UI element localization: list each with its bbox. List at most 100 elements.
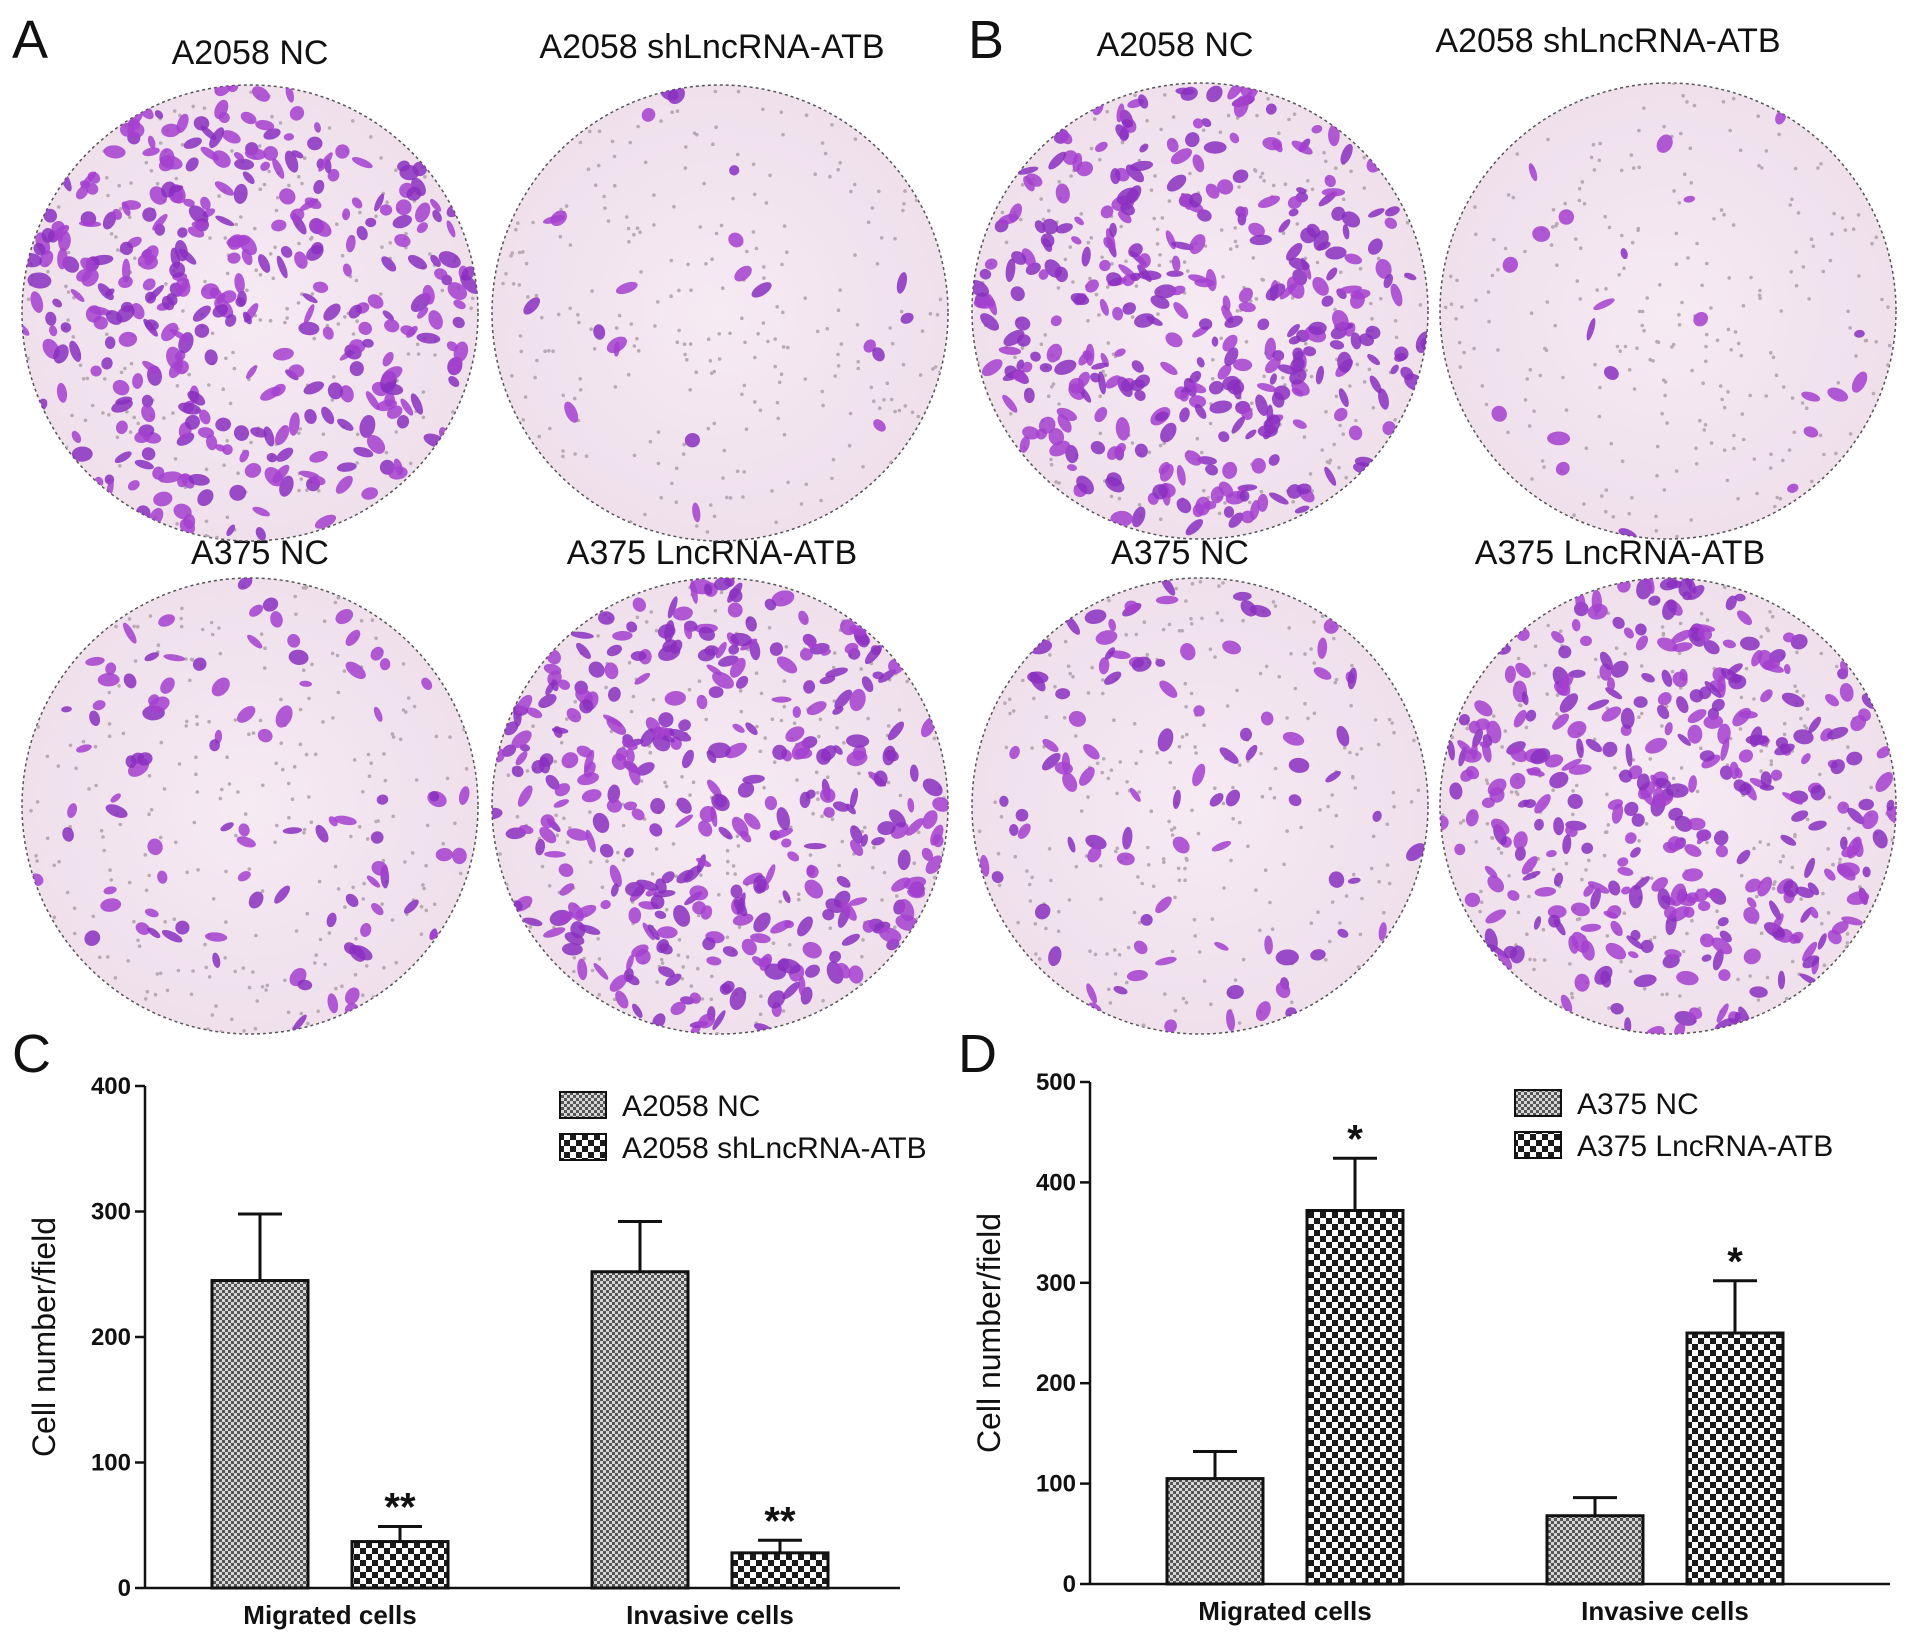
membrane-pore [1349, 169, 1353, 174]
membrane-pore [1777, 132, 1781, 137]
membrane-pore [221, 387, 225, 392]
membrane-pore [830, 817, 835, 822]
stained-cell [1384, 206, 1400, 217]
stained-cell [1802, 955, 1820, 969]
membrane-pore [1651, 359, 1655, 363]
membrane-pore [1159, 127, 1163, 132]
membrane-pore [1826, 911, 1831, 915]
membrane-pore [1857, 274, 1861, 278]
stained-cell [175, 920, 190, 935]
stained-cell [90, 365, 102, 377]
membrane-pore [327, 931, 332, 935]
stained-cell [1171, 255, 1181, 272]
membrane-pore [1799, 716, 1803, 721]
panel-letter-a: A [12, 10, 48, 70]
membrane-pore [1180, 628, 1184, 633]
membrane-pore [1555, 693, 1560, 697]
membrane-pore [1369, 301, 1373, 306]
membrane-pore [861, 465, 865, 469]
membrane-pore [1652, 935, 1657, 940]
membrane-pore [1210, 377, 1215, 381]
membrane-pore [1455, 278, 1459, 283]
category-label: Migrated cells [1198, 1596, 1371, 1626]
membrane-pore [588, 129, 592, 134]
membrane-pore [572, 396, 577, 401]
membrane-pore [209, 620, 214, 625]
membrane-pore [1201, 128, 1206, 132]
membrane-pore [1637, 165, 1641, 170]
stained-cell [345, 661, 366, 679]
membrane-pore [578, 388, 583, 392]
membrane-pore [1465, 726, 1469, 731]
membrane-pore [684, 145, 688, 149]
membrane-pore [302, 830, 306, 835]
stained-cell [1851, 371, 1868, 393]
membrane-pore [162, 787, 167, 791]
stained-cell [1328, 124, 1340, 147]
membrane-pore [390, 918, 395, 922]
membrane-pore [758, 408, 763, 413]
membrane-pore [203, 279, 207, 284]
membrane-pore [29, 809, 33, 813]
membrane-pore [1299, 825, 1303, 830]
membrane-pore [751, 230, 756, 234]
membrane-pore [1615, 344, 1620, 349]
membrane-pore [1056, 929, 1061, 934]
membrane-pore [999, 815, 1004, 819]
stained-cell [1686, 892, 1700, 904]
stained-cell [1106, 472, 1122, 487]
bar [210, 1279, 310, 1590]
membrane-pore [655, 980, 659, 984]
stained-cell [798, 610, 809, 625]
stained-cell [1704, 681, 1722, 698]
stained-cell [1311, 124, 1323, 134]
membrane-pore [1671, 776, 1676, 781]
stained-cell [1858, 798, 1874, 811]
stained-cell [1682, 591, 1693, 601]
membrane-pore [1704, 359, 1708, 364]
membrane-pore [304, 752, 309, 757]
stained-cell [1605, 687, 1623, 700]
y-tick-label: 0 [1063, 1571, 1076, 1598]
stained-cell [163, 654, 186, 662]
stained-cell [1636, 773, 1650, 791]
stained-cell [299, 680, 312, 687]
stained-cell [255, 120, 275, 131]
membrane-pore [299, 477, 304, 481]
membrane-pore [1109, 768, 1114, 772]
membrane-pore [1266, 97, 1270, 101]
membrane-pore [771, 941, 776, 945]
membrane-pore [247, 732, 251, 736]
membrane-pore [1387, 717, 1392, 722]
membrane-pore [689, 984, 694, 988]
stained-cell [1781, 692, 1805, 708]
membrane-pore [648, 750, 653, 755]
membrane-pore [709, 997, 714, 1002]
stained-cell [1336, 725, 1350, 747]
stained-cell [209, 287, 222, 300]
membrane-pore [366, 752, 371, 757]
membrane-pore [423, 175, 427, 179]
stained-cell [1118, 210, 1132, 224]
stained-cell [161, 295, 175, 311]
membrane-pore [866, 716, 870, 721]
membrane-pore [313, 961, 317, 965]
stained-cell [395, 199, 412, 216]
stained-cell [1091, 362, 1108, 370]
membrane-pore [537, 434, 542, 439]
membrane-pore [1764, 149, 1769, 153]
stained-cell [100, 898, 122, 912]
membrane-pore [905, 679, 909, 684]
membrane-pore [1854, 354, 1858, 358]
membrane-pore [1741, 303, 1746, 308]
stained-cell [237, 578, 253, 590]
membrane-pore [1462, 350, 1466, 355]
stained-cell [566, 708, 582, 723]
membrane-pore [751, 162, 756, 167]
membrane-pore [181, 309, 185, 313]
membrane-pore [1348, 384, 1352, 388]
membrane-pore [1593, 657, 1598, 662]
membrane-pore [101, 835, 105, 839]
stained-cell [1193, 705, 1205, 717]
